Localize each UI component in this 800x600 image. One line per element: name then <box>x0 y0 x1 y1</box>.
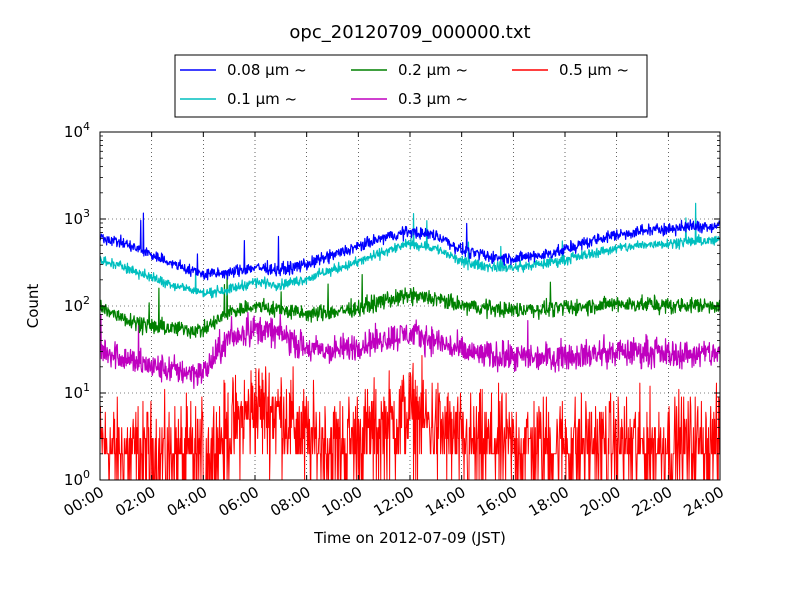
legend-label: 0.08 μm ~ <box>227 61 307 79</box>
legend-label: 0.2 μm ~ <box>398 61 468 79</box>
chart-title: opc_20120709_000000.txt <box>289 22 530 43</box>
legend-box <box>174 54 648 118</box>
legend-label: 0.5 μm ~ <box>559 61 629 79</box>
x-axis-label: Time on 2012-07-09 (JST) <box>313 529 506 547</box>
series-line <box>100 202 720 299</box>
series-line <box>100 354 720 480</box>
legend-label: 0.3 μm ~ <box>398 90 468 108</box>
series-line <box>100 273 720 339</box>
grid-lines <box>100 132 720 480</box>
y-axis-label: Count <box>24 284 42 329</box>
series-layer <box>100 202 720 480</box>
series-line <box>100 212 720 281</box>
legend-label: 0.1 μm ~ <box>227 90 297 108</box>
tick-marks <box>99 131 721 481</box>
legend: 0.08 μm ~ 0.1 μm ~ 0.2 μm ~ 0.3 μm ~ 0.5 μm … <box>174 54 648 118</box>
series-line <box>100 311 720 390</box>
